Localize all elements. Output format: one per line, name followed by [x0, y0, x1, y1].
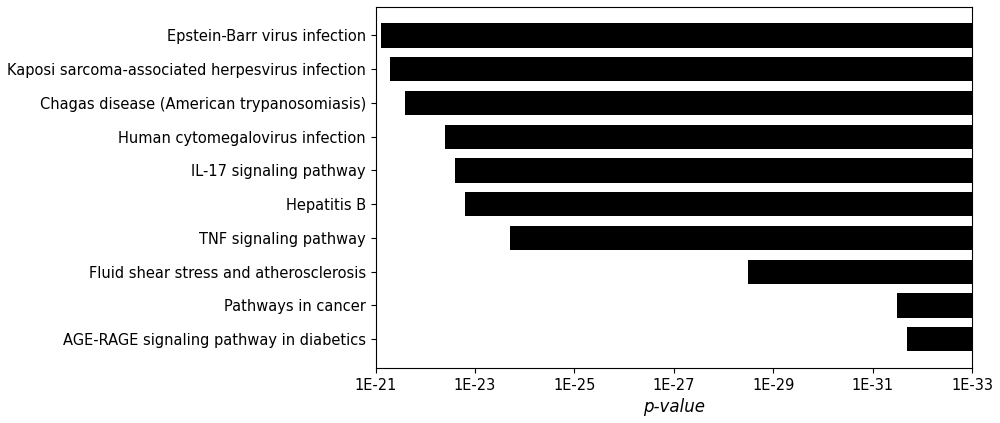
Bar: [405, 91, 972, 115]
Bar: [748, 260, 972, 284]
Bar: [897, 293, 972, 318]
Bar: [510, 226, 972, 250]
X-axis label: p-value: p-value: [643, 398, 705, 416]
Bar: [381, 23, 972, 48]
Bar: [390, 57, 972, 81]
Bar: [465, 192, 972, 217]
Bar: [907, 327, 972, 352]
Bar: [445, 125, 972, 149]
Bar: [455, 158, 972, 183]
